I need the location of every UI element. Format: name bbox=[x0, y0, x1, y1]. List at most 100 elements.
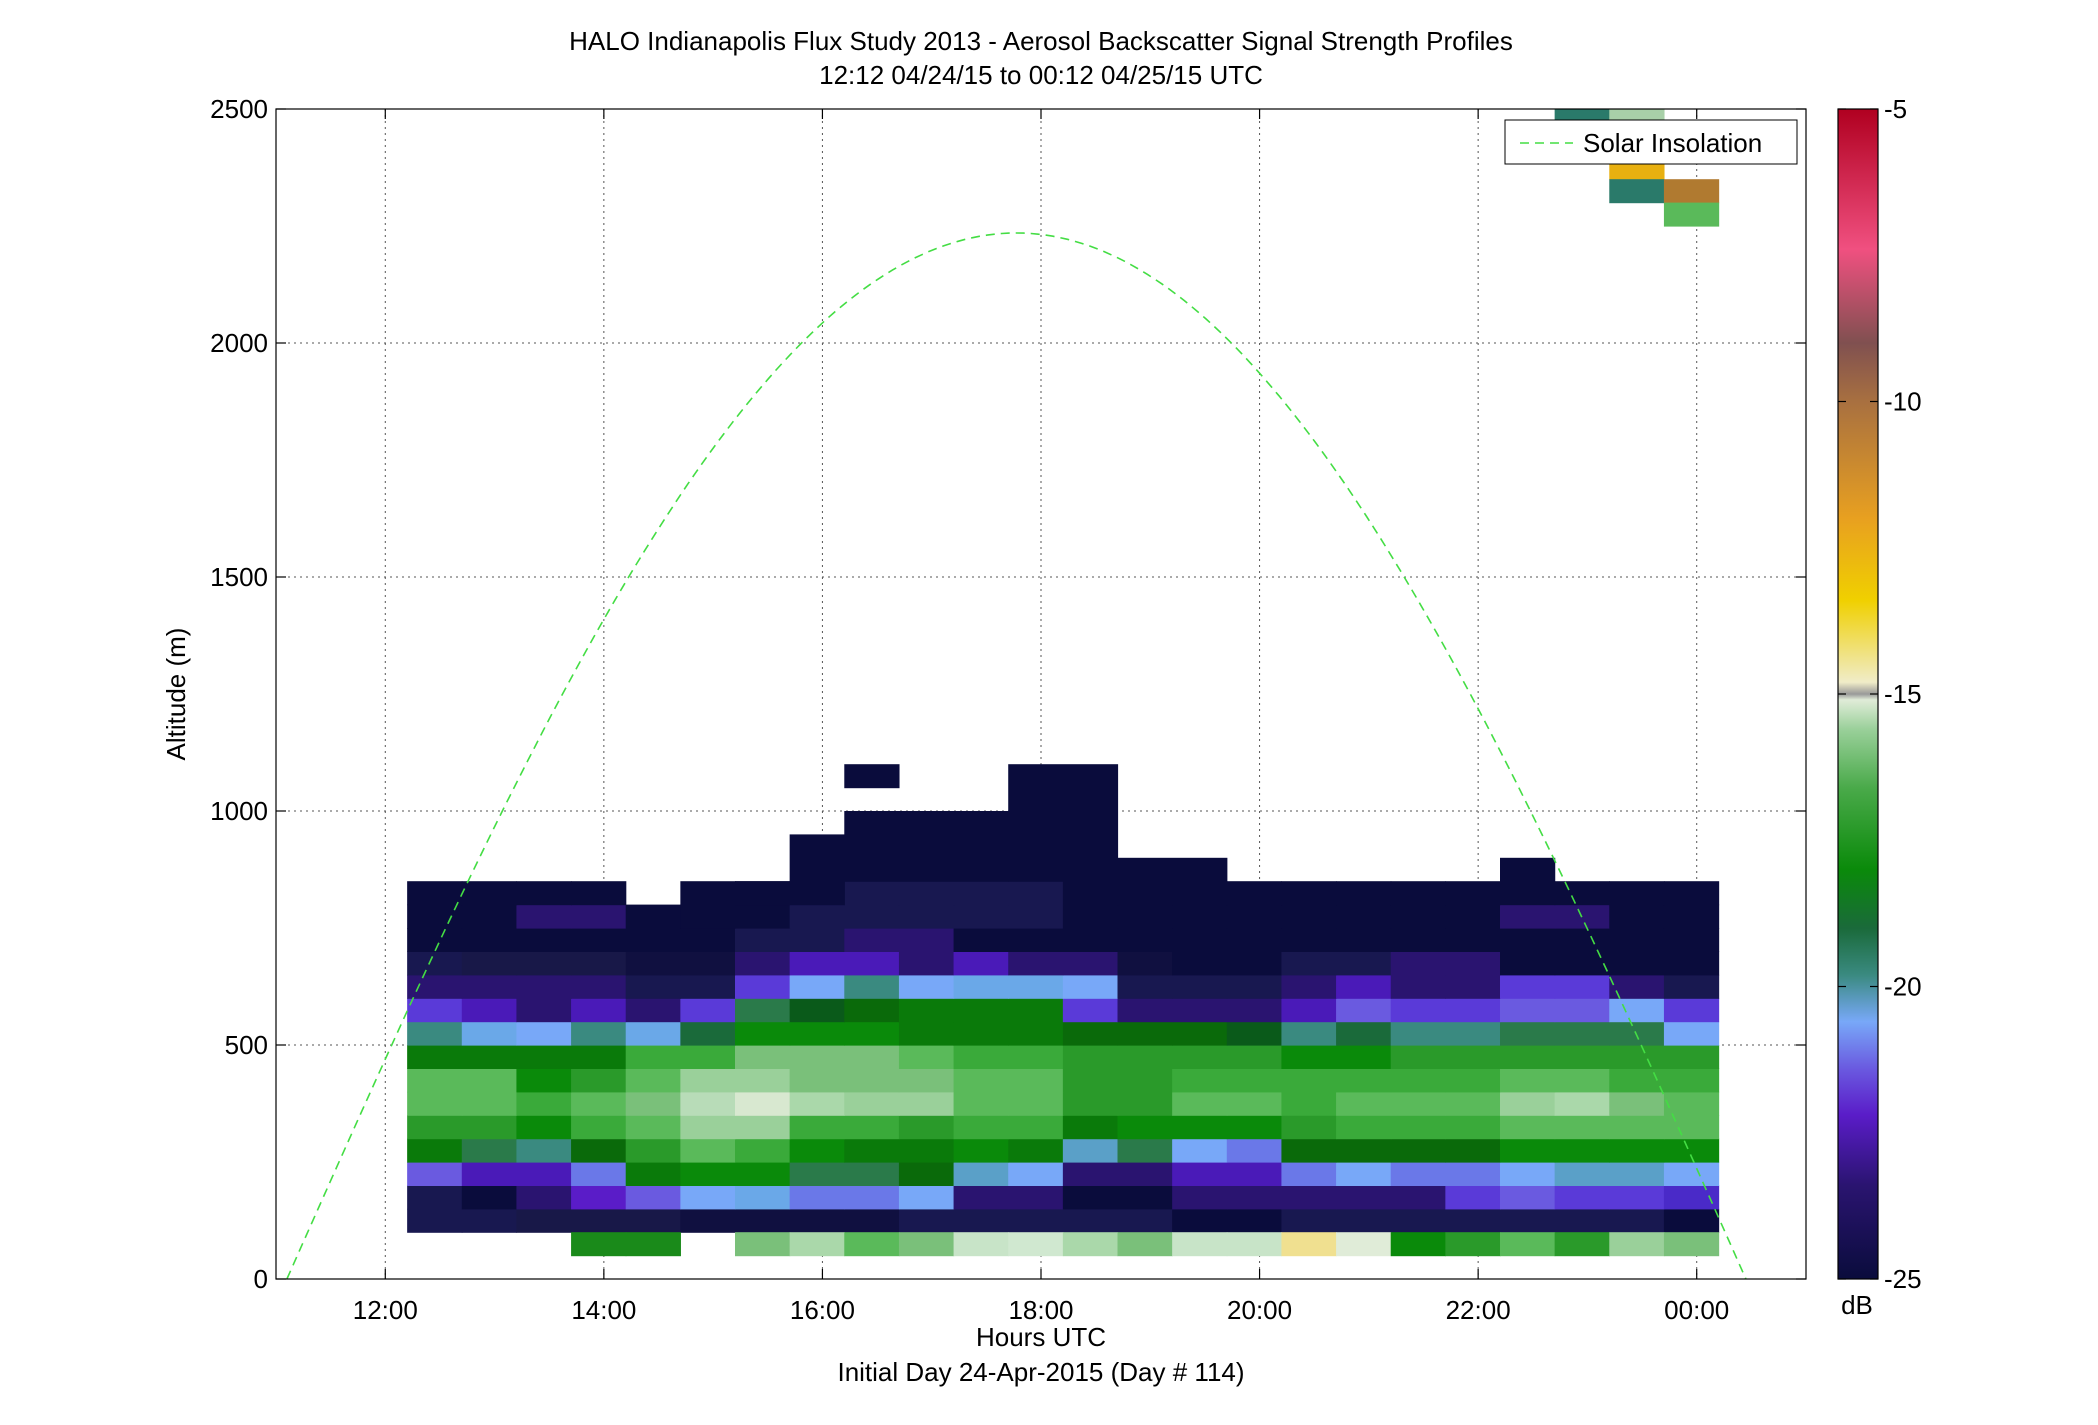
heatmap-cell bbox=[1117, 1091, 1173, 1116]
heatmap-cell bbox=[1336, 904, 1392, 929]
heatmap-cell bbox=[571, 1068, 627, 1093]
heatmap-cell bbox=[1281, 1138, 1337, 1163]
heatmap-cell bbox=[735, 1045, 791, 1069]
heatmap-cell bbox=[789, 1232, 845, 1257]
heatmap-cell bbox=[516, 974, 572, 999]
heatmap-cell bbox=[625, 974, 681, 999]
heatmap-cell bbox=[1062, 904, 1119, 929]
heatmap-cell bbox=[571, 1138, 627, 1163]
heatmap-cell bbox=[1281, 1185, 1337, 1210]
heatmap-cell bbox=[625, 1091, 681, 1116]
heatmap-cell bbox=[680, 1068, 736, 1093]
heatmap-cell bbox=[1281, 881, 1337, 906]
heatmap-cell bbox=[1062, 1045, 1119, 1069]
heatmap-cell bbox=[1008, 904, 1064, 929]
heatmap-cell bbox=[1226, 998, 1283, 1023]
heatmap-cell bbox=[1609, 1162, 1665, 1186]
heatmap-cell bbox=[1663, 928, 1720, 952]
heatmap-cell bbox=[680, 1091, 736, 1116]
heatmap-cell bbox=[516, 1021, 572, 1046]
heatmap-cell bbox=[898, 1091, 955, 1116]
heatmap-cell bbox=[625, 1185, 681, 1210]
heatmap-cell bbox=[625, 928, 681, 952]
heatmap-cell bbox=[1281, 1208, 1337, 1233]
heatmap-cell bbox=[1336, 881, 1392, 906]
colorbar-tick-label: -5 bbox=[1884, 94, 1907, 124]
heatmap-cell bbox=[1117, 1115, 1173, 1140]
heatmap-cell bbox=[461, 974, 518, 999]
heatmap-cell bbox=[1445, 974, 1501, 999]
heatmap-cell bbox=[571, 1185, 627, 1210]
heatmap-cell bbox=[1117, 1138, 1173, 1163]
heatmap-cell bbox=[461, 1208, 518, 1233]
heatmap-cell bbox=[516, 1045, 572, 1069]
heatmap-cell bbox=[461, 998, 518, 1023]
heatmap-cell bbox=[898, 1021, 955, 1046]
heatmap-cell bbox=[844, 764, 900, 789]
heatmap-cell bbox=[789, 951, 845, 976]
heatmap-cell bbox=[1008, 998, 1064, 1023]
heatmap-cell bbox=[1390, 1162, 1446, 1186]
heatmap-cell bbox=[844, 904, 900, 929]
heatmap-cell bbox=[625, 1115, 681, 1140]
heatmap-cell bbox=[1062, 998, 1119, 1023]
heatmap-cell bbox=[1008, 1162, 1064, 1186]
heatmap-cell bbox=[516, 1185, 572, 1210]
heatmap-cell bbox=[1609, 904, 1665, 929]
heatmap-cell bbox=[571, 904, 627, 929]
heatmap-cell bbox=[680, 1045, 736, 1069]
heatmap-cell bbox=[1062, 1021, 1119, 1046]
heatmap-cell bbox=[1445, 1091, 1501, 1116]
heatmap-cell bbox=[407, 1208, 463, 1233]
heatmap-cell bbox=[789, 1185, 845, 1210]
heatmap-cell bbox=[1445, 1068, 1501, 1093]
heatmap-cell bbox=[571, 1021, 627, 1046]
heatmap-cell bbox=[898, 1232, 955, 1257]
heatmap-cell bbox=[789, 1115, 845, 1140]
y-tick-label: 1500 bbox=[210, 562, 268, 592]
heatmap-cell bbox=[1663, 1045, 1720, 1069]
heatmap-cell bbox=[407, 951, 463, 976]
heatmap-cell bbox=[1008, 974, 1064, 999]
colorbar-tick-label: -15 bbox=[1884, 679, 1922, 709]
heatmap-cell bbox=[1663, 1208, 1720, 1233]
axis-ticks: 12:00 14:00 16:00 18:00 20:00 22:00 00:00 0 500 1… bbox=[210, 94, 1806, 1325]
heatmap-cell bbox=[1554, 1021, 1610, 1046]
heatmap-cell bbox=[1281, 1021, 1337, 1046]
heatmap-cell bbox=[1445, 1208, 1501, 1233]
heatmap-cell bbox=[1226, 1162, 1283, 1186]
heatmap-cell bbox=[625, 1208, 681, 1233]
heatmap-cell bbox=[407, 1091, 463, 1116]
heatmap-cell bbox=[1062, 1232, 1119, 1257]
heatmap-cell bbox=[1281, 951, 1337, 976]
heatmap-cell bbox=[571, 881, 627, 906]
heatmap-cell bbox=[625, 1162, 681, 1186]
heatmap-cell bbox=[1390, 1138, 1446, 1163]
y-tick-label: 500 bbox=[225, 1030, 268, 1060]
heatmap-cell bbox=[789, 1138, 845, 1163]
heatmap-cell bbox=[1226, 974, 1283, 999]
heatmap-cell bbox=[1445, 928, 1501, 952]
x-tick-label: 12:00 bbox=[353, 1295, 418, 1325]
heatmap-cell bbox=[1117, 1021, 1173, 1046]
heatmap-cell bbox=[1281, 1115, 1337, 1140]
x-tick-label: 16:00 bbox=[790, 1295, 855, 1325]
y-tick-label: 1000 bbox=[210, 796, 268, 826]
heatmap-cell bbox=[516, 951, 572, 976]
x-tick-label: 00:00 bbox=[1664, 1295, 1729, 1325]
heatmap-cell bbox=[1062, 1115, 1119, 1140]
heatmap-cell bbox=[1445, 951, 1501, 976]
heatmap-cell bbox=[844, 974, 900, 999]
heatmap-cell bbox=[844, 1185, 900, 1210]
heatmap-cell bbox=[1008, 951, 1064, 976]
heatmap-cell bbox=[1663, 202, 1720, 227]
heatmap-cell bbox=[1390, 1232, 1446, 1257]
heatmap-cell bbox=[461, 1115, 518, 1140]
heatmap-cell bbox=[844, 1232, 900, 1257]
heatmap-cell bbox=[1117, 974, 1173, 999]
heatmap-cell bbox=[1172, 1232, 1228, 1257]
heatmap-cell bbox=[571, 1232, 627, 1257]
heatmap-cell bbox=[1281, 1232, 1337, 1257]
heatmap-cell bbox=[735, 1232, 791, 1257]
heatmap-cell bbox=[1172, 974, 1228, 999]
